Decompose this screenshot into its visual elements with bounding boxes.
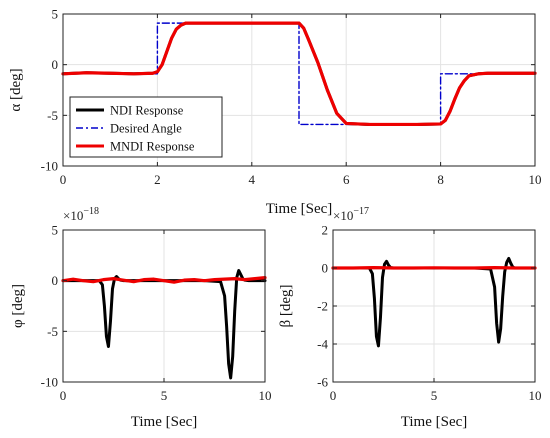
y-tick-label: -6 [317, 375, 328, 390]
x-axis-label: Time [Sec] [266, 201, 333, 217]
x-tick-label: 5 [431, 388, 438, 403]
axis-scale-base: ×10 [63, 208, 83, 223]
x-axis-label: Time [Sec] [131, 414, 198, 430]
x-tick-label: 0 [330, 388, 337, 403]
y-axis-label: φ [deg] [10, 284, 26, 328]
x-tick-label: 0 [60, 388, 67, 403]
axis-scale-base: ×10 [333, 208, 353, 223]
axis-scale-power: −18 [83, 206, 99, 217]
legend-entry: NDI Response [110, 104, 184, 118]
y-tick-label: -4 [317, 337, 328, 352]
y-tick-label: 0 [322, 261, 329, 276]
x-tick-label: 4 [249, 172, 256, 187]
axis-scale-exponent: ×10−18 [63, 206, 99, 223]
y-tick-label: -10 [41, 375, 58, 390]
y-tick-label: 0 [52, 273, 59, 288]
x-tick-label: 6 [343, 172, 350, 187]
axes-frame [62, 13, 536, 167]
y-tick-label: 0 [52, 57, 59, 72]
y-axis-label: β [deg] [278, 284, 294, 327]
y-tick-label: 2 [322, 223, 329, 238]
axis-scale-power: −17 [353, 206, 369, 217]
x-tick-label: 0 [60, 172, 67, 187]
y-tick-label: -10 [41, 159, 58, 174]
legend-entry: MNDI Response [110, 140, 195, 154]
x-tick-label: 10 [259, 388, 272, 403]
x-tick-label: 10 [529, 388, 542, 403]
y-tick-label: -5 [47, 108, 58, 123]
x-tick-label: 5 [161, 388, 168, 403]
x-tick-label: 8 [437, 172, 444, 187]
legend: NDI Response Desired Angle MNDI Response [69, 96, 223, 158]
alpha-panel: 0 2 4 6 8 10 5 0 -5 -10 Time [Sec] α [deg] NDI Respo… [8, 7, 542, 218]
y-tick-label: 5 [52, 7, 59, 22]
x-tick-label: 2 [154, 172, 161, 187]
y-axis-label: α [deg] [8, 68, 24, 111]
x-axis-label: Time [Sec] [401, 414, 468, 430]
series-line-desired-angle [62, 22, 536, 126]
x-tick-label: 10 [529, 172, 542, 187]
y-tick-label: 5 [52, 223, 59, 238]
y-tick-label: -2 [317, 299, 328, 314]
series-line-mndi-response [61, 276, 267, 284]
legend-entry: Desired Angle [110, 122, 182, 136]
y-tick-label: -5 [47, 324, 58, 339]
beta-panel: 0 5 10 2 0 -2 -4 -6 Time [Sec] β [deg] ×10−17 [278, 206, 542, 430]
phi-panel: 0 5 10 5 0 -5 -10 Time [Sec] φ [deg] ×10−18 [10, 206, 272, 430]
axis-scale-exponent: ×10−17 [333, 206, 369, 223]
series-line-mndi-response [61, 21, 537, 127]
